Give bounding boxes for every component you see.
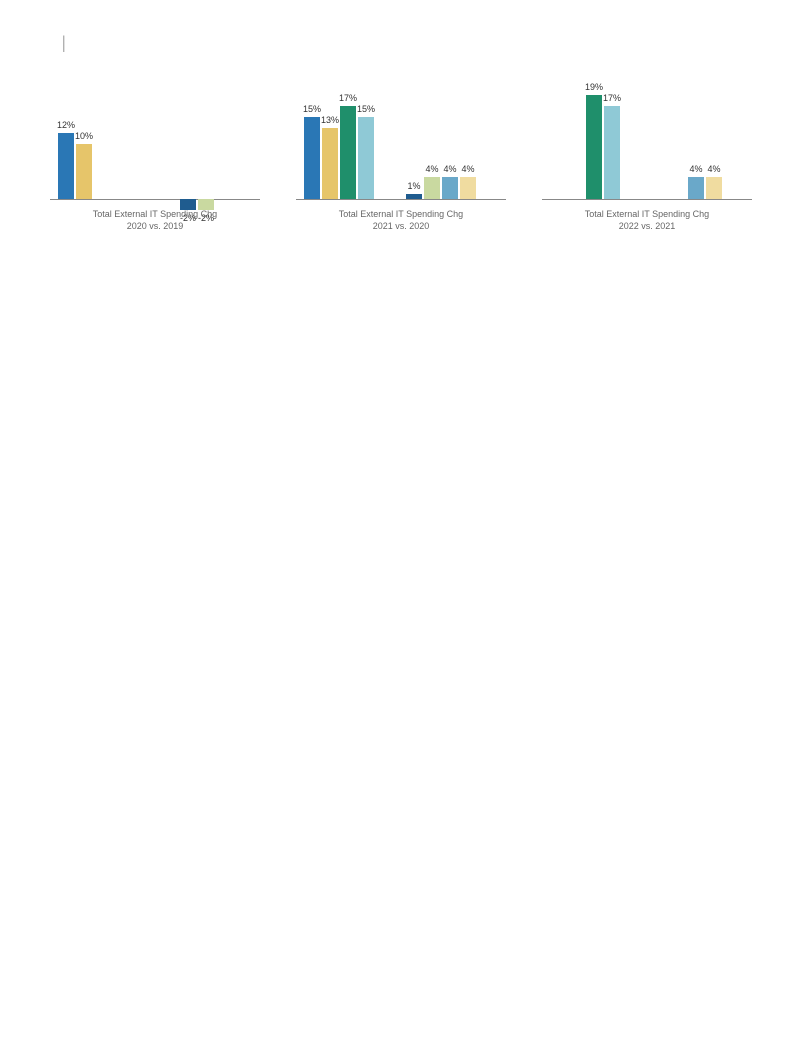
bar-value-label: 15% — [300, 104, 324, 114]
bar-value-label: 17% — [600, 93, 624, 103]
chart-baseline — [296, 199, 506, 200]
chart-bar: 19% — [586, 95, 602, 200]
chart-group: 19%17%4%4%Total External IT Spending Chg… — [542, 79, 752, 239]
chart-baseline — [542, 199, 752, 200]
chart-bar: 15% — [304, 117, 320, 200]
bar-value-label: 13% — [318, 115, 342, 125]
chart: 12%10%-2%-2%Total External IT Spending C… — [50, 75, 752, 239]
chart-bar: 12% — [58, 133, 74, 199]
bar-value-label: 4% — [702, 164, 726, 174]
chart-group: 12%10%-2%-2%Total External IT Spending C… — [50, 79, 260, 239]
chart-group: 15%13%17%15%1%4%4%4%Total External IT Sp… — [296, 79, 506, 239]
bar-value-label: 12% — [54, 120, 78, 130]
chart-bar: 4% — [706, 177, 722, 199]
chart-bar: 13% — [322, 128, 338, 200]
page: | 12%10%-2%-2%Total External IT Spending… — [0, 0, 802, 1037]
chart-bar: 15% — [358, 117, 374, 200]
chart-bar: 4% — [460, 177, 476, 199]
brand-block: | — [50, 32, 78, 53]
chart-bar: 4% — [424, 177, 440, 199]
header-divider: | — [62, 32, 66, 53]
bar-value-label: 19% — [582, 82, 606, 92]
chart-bar: 4% — [688, 177, 704, 199]
chart-group-label: Total External IT Spending Chg2020 vs. 2… — [50, 209, 260, 232]
bar-value-label: 15% — [354, 104, 378, 114]
chart-bar: 17% — [604, 106, 620, 200]
chart-bar: 17% — [340, 106, 356, 200]
bar-value-label: 1% — [402, 181, 426, 191]
bar-value-label: 10% — [72, 131, 96, 141]
chart-group-label: Total External IT Spending Chg2021 vs. 2… — [296, 209, 506, 232]
chart-bar: 4% — [442, 177, 458, 199]
chart-bar: 10% — [76, 144, 92, 199]
bar-value-label: 17% — [336, 93, 360, 103]
bar-value-label: 4% — [456, 164, 480, 174]
chart-plot-area: 12%10%-2%-2%Total External IT Spending C… — [50, 79, 752, 239]
chart-group-label: Total External IT Spending Chg2022 vs. 2… — [542, 209, 752, 232]
chart-bar: 1% — [406, 194, 422, 200]
page-header: | — [50, 32, 752, 53]
chart-baseline — [50, 199, 260, 200]
